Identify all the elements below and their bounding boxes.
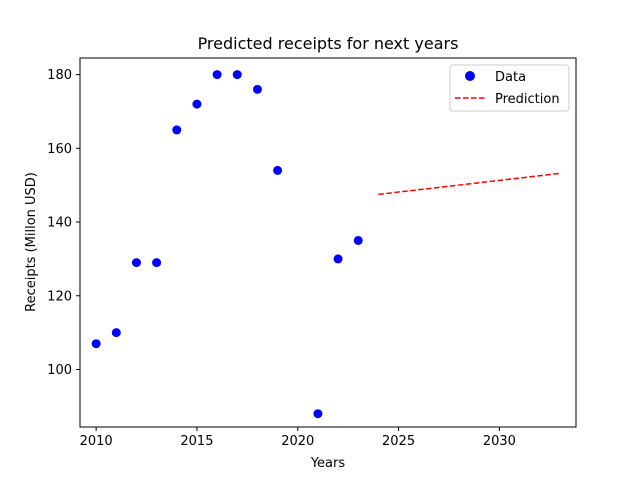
data-point bbox=[353, 235, 363, 245]
data-point bbox=[111, 328, 121, 338]
legend-box bbox=[449, 64, 570, 112]
data-point bbox=[313, 409, 323, 419]
data-point bbox=[131, 258, 141, 268]
x-axis-label: Years bbox=[310, 456, 346, 471]
data-point bbox=[273, 165, 283, 175]
y-tick-label: 120 bbox=[47, 289, 72, 304]
legend: Data Prediction bbox=[449, 64, 570, 112]
data-point bbox=[91, 339, 101, 349]
chart-title: Predicted receipts for next years bbox=[198, 34, 459, 53]
y-tick-label: 180 bbox=[47, 68, 72, 83]
data-point bbox=[152, 258, 162, 268]
x-tick-label: 2030 bbox=[483, 434, 516, 449]
legend-label-data: Data bbox=[495, 70, 526, 85]
y-tick-label: 160 bbox=[47, 142, 72, 157]
x-tick-label: 2015 bbox=[180, 434, 213, 449]
data-point bbox=[333, 254, 343, 264]
y-tick-label: 100 bbox=[47, 363, 72, 378]
prediction-line bbox=[378, 172, 560, 196]
data-point bbox=[212, 70, 222, 80]
plot-frame bbox=[79, 57, 577, 428]
x-tick-label: 2025 bbox=[382, 434, 415, 449]
x-tick-label: 2020 bbox=[281, 434, 314, 449]
data-point bbox=[252, 84, 262, 94]
plot-area bbox=[91, 70, 560, 419]
data-point bbox=[172, 125, 182, 135]
y-tick-label: 140 bbox=[47, 216, 72, 231]
y-axis-label: Receipts (Millon USD) bbox=[24, 172, 39, 312]
y-axis: 100 120 140 160 180 bbox=[47, 68, 80, 378]
data-point bbox=[192, 99, 202, 109]
x-tick-label: 2010 bbox=[80, 434, 113, 449]
x-axis: 2010 2015 2020 2025 2030 bbox=[80, 427, 516, 449]
data-point bbox=[232, 70, 242, 80]
legend-marker-data bbox=[465, 71, 475, 81]
legend-label-prediction: Prediction bbox=[495, 92, 560, 107]
